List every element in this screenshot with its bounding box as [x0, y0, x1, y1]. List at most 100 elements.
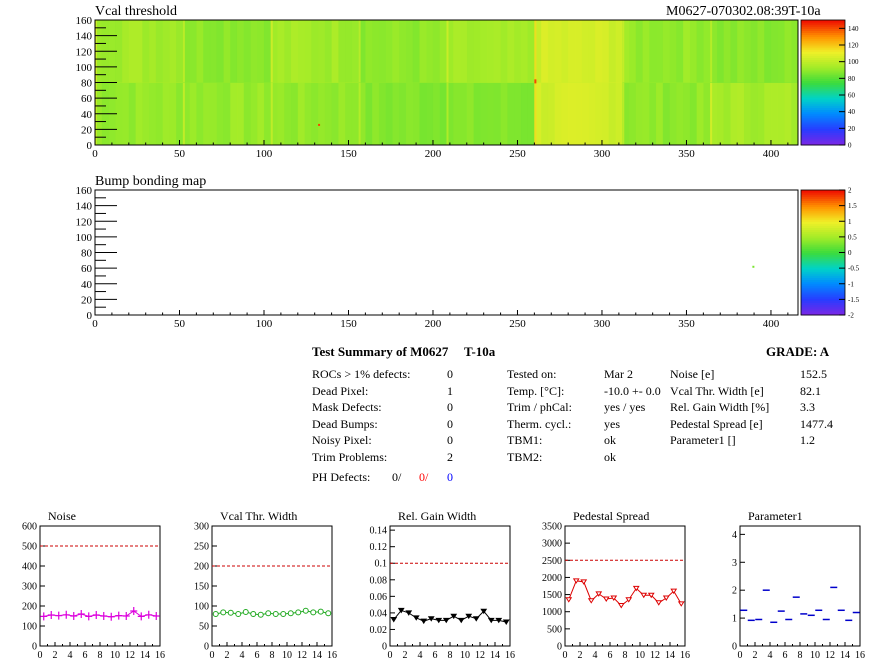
plot-frame: [211, 525, 333, 647]
palette-band: [801, 252, 845, 256]
palette-band: [801, 204, 845, 208]
map-stripe: [392, 20, 400, 83]
map-stripe: [527, 82, 535, 145]
plot-x-tick-label: 2: [403, 650, 408, 661]
map-stripe: [676, 82, 684, 145]
palette-band: [801, 130, 845, 133]
palette-band: [801, 134, 845, 138]
map-stripe: [487, 20, 495, 83]
plot-point: [115, 611, 123, 620]
palette-band: [801, 30, 845, 33]
map-stripe: [689, 20, 697, 83]
palette-band: [801, 256, 845, 260]
map-stripe: [534, 82, 542, 145]
plot-x-tick-label: 0: [210, 650, 215, 661]
plot-point: [220, 609, 227, 616]
summary-middle-label: TBM1:: [507, 433, 543, 447]
plot-y-tick-label: 200: [22, 602, 37, 613]
summary-left-value: 0: [447, 433, 453, 447]
plot-point: [310, 609, 317, 616]
y-tick-label: 0: [87, 310, 93, 322]
x-tick-label: 400: [763, 318, 780, 330]
plot-point: [390, 617, 398, 623]
plot-x-tick-label: 10: [282, 650, 292, 661]
plot-title: Parameter1: [748, 509, 803, 523]
palette-band: [801, 244, 845, 247]
x-tick-label: 150: [340, 318, 357, 330]
map-stripe: [155, 20, 163, 83]
palette-band: [801, 105, 845, 108]
map-stripe: [656, 82, 664, 145]
palette-tick-label: -2: [848, 312, 854, 320]
plot-y-tick-label: 2: [732, 586, 737, 597]
palette-band: [801, 298, 845, 301]
palette-band: [801, 217, 845, 220]
map-stripe: [284, 82, 292, 145]
plot-y-tick-label: 3500: [542, 522, 562, 533]
map-stripe: [622, 82, 630, 145]
y-tick-label: 80: [81, 78, 93, 90]
x-tick-label: 0: [92, 148, 98, 160]
palette-band: [801, 200, 845, 203]
plot-x-tick-label: 8: [448, 650, 453, 661]
summary-right-value: 3.3: [800, 400, 815, 414]
plot-point: [227, 609, 234, 616]
palette-band: [801, 202, 845, 206]
map-stripe: [608, 82, 616, 145]
map-stripe: [399, 82, 407, 145]
bump-bonding-panel: Bump bonding map 0 50 100 150 200 250 300 350 40…: [0, 170, 896, 330]
plot-y-tick-label: 600: [22, 522, 37, 533]
map-stripe: [493, 82, 501, 145]
plot-x-tick-label: 14: [312, 650, 322, 661]
palette-band: [801, 271, 845, 274]
palette-band: [801, 260, 845, 264]
plot-y-tick-label: 0: [382, 642, 387, 653]
map-edge-column: [534, 82, 537, 145]
palette-tick-label: 100: [848, 58, 859, 66]
map-stripe: [236, 82, 245, 145]
map-stripe: [250, 20, 258, 83]
plot-series-line: [393, 609, 507, 623]
y-tick-label: 100: [76, 62, 93, 74]
plot-y-tick-label: 0.12: [370, 542, 388, 553]
map-stripe: [629, 20, 637, 83]
map-stripe: [128, 82, 136, 145]
map-stripe: [203, 82, 211, 145]
palette-band: [801, 76, 845, 79]
palette-band: [801, 267, 845, 270]
palette-band: [801, 59, 845, 63]
summary-left-value: 2: [447, 449, 453, 464]
map-stripe: [162, 82, 170, 145]
map-stripe: [757, 20, 765, 83]
map-stripe: [115, 20, 123, 83]
map-stripe: [149, 82, 157, 145]
summary-middle-value: ok: [604, 433, 616, 447]
plot-x-tick-label: 16: [505, 650, 515, 661]
map-stripe: [304, 82, 312, 145]
palette-band: [801, 292, 845, 295]
plot-y-tick-label: 4: [732, 530, 737, 541]
plot-x-tick-label: 2: [753, 650, 758, 661]
map-stripe: [520, 20, 528, 83]
palette-band: [801, 283, 845, 287]
plot-point: [70, 612, 78, 620]
map-stripe: [743, 20, 751, 83]
plot-y-tick-label: 400: [22, 562, 37, 573]
map-stripe: [351, 20, 359, 83]
map-stripe: [561, 20, 569, 83]
plot-x-tick-label: 2: [578, 650, 583, 661]
plot-point: [85, 612, 93, 621]
map-stripe: [338, 20, 346, 83]
plot-title: Vcal Thr. Width: [220, 509, 297, 523]
palette-band: [801, 212, 845, 216]
plot-x-tick-label: 4: [240, 650, 245, 661]
summary-test: T-10a: [464, 344, 496, 359]
map-stripe: [615, 20, 623, 83]
plot-point: [235, 611, 242, 617]
map-stripe: [473, 20, 481, 83]
map-stripe: [291, 20, 299, 83]
plot-point: [325, 610, 332, 617]
map-stripe: [385, 82, 393, 145]
plot-frame: [389, 525, 511, 647]
